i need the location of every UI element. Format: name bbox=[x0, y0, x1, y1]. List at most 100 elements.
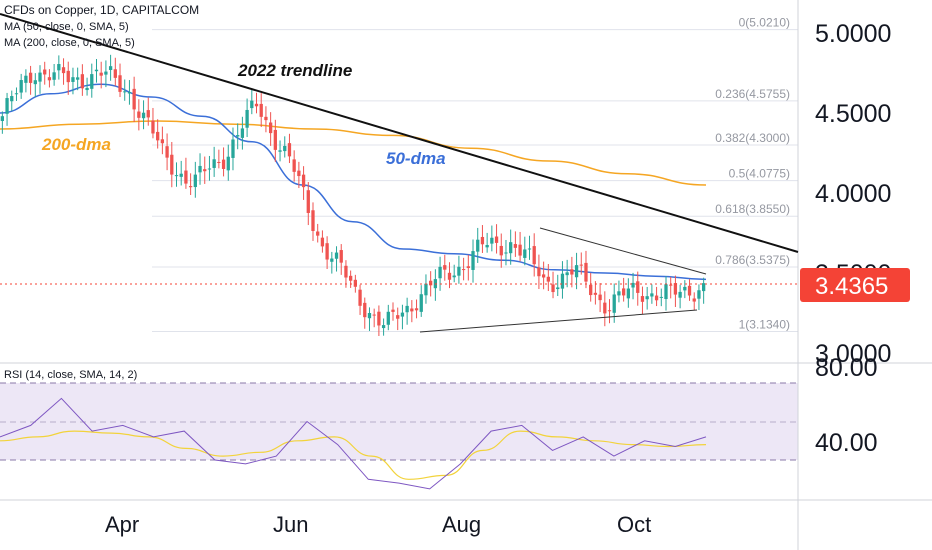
candle bbox=[697, 284, 701, 311]
candle bbox=[76, 67, 80, 91]
candle-body bbox=[603, 302, 607, 314]
candle-body bbox=[560, 273, 565, 289]
candle-body bbox=[24, 75, 28, 83]
candle-body bbox=[160, 139, 165, 144]
candle bbox=[94, 59, 99, 83]
candle-body bbox=[118, 75, 122, 92]
candle bbox=[38, 65, 42, 94]
candle bbox=[151, 107, 155, 139]
candle bbox=[217, 149, 221, 169]
candle bbox=[33, 73, 37, 97]
candle bbox=[207, 155, 212, 181]
candle bbox=[71, 67, 75, 95]
candle bbox=[513, 231, 518, 257]
candle bbox=[396, 307, 400, 331]
candle bbox=[626, 278, 630, 308]
candle-body bbox=[636, 281, 640, 293]
candle bbox=[221, 147, 226, 177]
candle bbox=[80, 64, 85, 96]
candle bbox=[570, 256, 574, 288]
candle-body bbox=[320, 237, 325, 247]
candle-body bbox=[0, 116, 5, 121]
candle-body bbox=[99, 72, 103, 76]
candle bbox=[367, 307, 372, 331]
candle-body bbox=[268, 122, 273, 134]
candle-body bbox=[504, 252, 508, 254]
candle bbox=[683, 280, 687, 299]
candle-body bbox=[66, 70, 70, 83]
candle-body bbox=[683, 286, 687, 291]
candle-body bbox=[574, 265, 579, 278]
candle-body bbox=[509, 242, 513, 254]
candle-body bbox=[452, 275, 456, 278]
candle bbox=[24, 69, 28, 93]
candle bbox=[19, 73, 23, 99]
candle bbox=[250, 89, 254, 115]
candle-body bbox=[593, 292, 598, 295]
candle-body bbox=[579, 264, 583, 266]
candle-body bbox=[226, 156, 230, 171]
candle bbox=[188, 173, 193, 196]
candle-body bbox=[231, 139, 235, 158]
candle-body bbox=[273, 129, 277, 150]
candle bbox=[541, 261, 546, 290]
candle-body bbox=[5, 98, 9, 114]
candle bbox=[457, 255, 461, 284]
candle bbox=[598, 283, 602, 313]
candle bbox=[118, 63, 122, 98]
candle bbox=[645, 286, 649, 310]
candle bbox=[480, 225, 485, 253]
candle bbox=[316, 223, 320, 243]
candle-body bbox=[123, 91, 127, 93]
candle-body bbox=[184, 170, 188, 184]
candle bbox=[0, 111, 5, 134]
candle-body bbox=[283, 145, 287, 152]
candle bbox=[297, 161, 301, 189]
candle-body bbox=[494, 236, 499, 243]
candle bbox=[287, 133, 292, 164]
candle-body bbox=[659, 296, 663, 298]
candle-body bbox=[410, 308, 414, 312]
candle-body bbox=[692, 298, 696, 302]
candle-body bbox=[607, 310, 612, 312]
candle bbox=[560, 261, 565, 299]
time-label-jun: Jun bbox=[273, 512, 308, 537]
candle bbox=[113, 57, 117, 86]
candle bbox=[447, 262, 452, 289]
candle bbox=[621, 277, 626, 302]
rsi-legend: RSI (14, close, SMA, 14, 2) bbox=[4, 369, 137, 381]
candle-body bbox=[584, 262, 588, 282]
candle bbox=[527, 235, 532, 260]
candle bbox=[391, 302, 395, 321]
candle bbox=[61, 58, 66, 85]
candle-body bbox=[61, 67, 66, 74]
price-tick-4: 4.0000 bbox=[815, 180, 891, 208]
last-price-value: 3.4365 bbox=[815, 273, 888, 300]
candle bbox=[650, 284, 654, 304]
candle bbox=[400, 304, 405, 330]
price-tick-3: 3.0000 bbox=[815, 340, 891, 368]
candle-body bbox=[151, 120, 155, 134]
candle bbox=[52, 63, 56, 86]
chart-title: CFDs on Copper, 1D, CAPITALCOM bbox=[4, 3, 199, 17]
rsi-ma-line bbox=[0, 430, 707, 480]
candle-body bbox=[113, 69, 117, 78]
candle-body bbox=[405, 305, 409, 313]
candle-body bbox=[156, 131, 160, 141]
candle bbox=[424, 274, 428, 304]
candle bbox=[499, 233, 503, 268]
candle-body bbox=[532, 246, 536, 265]
candle bbox=[146, 97, 150, 126]
candle-body bbox=[518, 244, 522, 256]
candle-body bbox=[240, 128, 245, 138]
candle-body bbox=[174, 175, 179, 177]
triangle-upper-line bbox=[539, 227, 707, 275]
candle bbox=[471, 239, 475, 283]
candle-body bbox=[386, 311, 390, 325]
candle-body bbox=[146, 110, 150, 118]
candlesticks bbox=[0, 54, 706, 337]
time-label-oct: Oct bbox=[617, 512, 651, 537]
candle bbox=[273, 119, 277, 162]
candle-body bbox=[697, 290, 701, 299]
candle bbox=[28, 65, 33, 95]
